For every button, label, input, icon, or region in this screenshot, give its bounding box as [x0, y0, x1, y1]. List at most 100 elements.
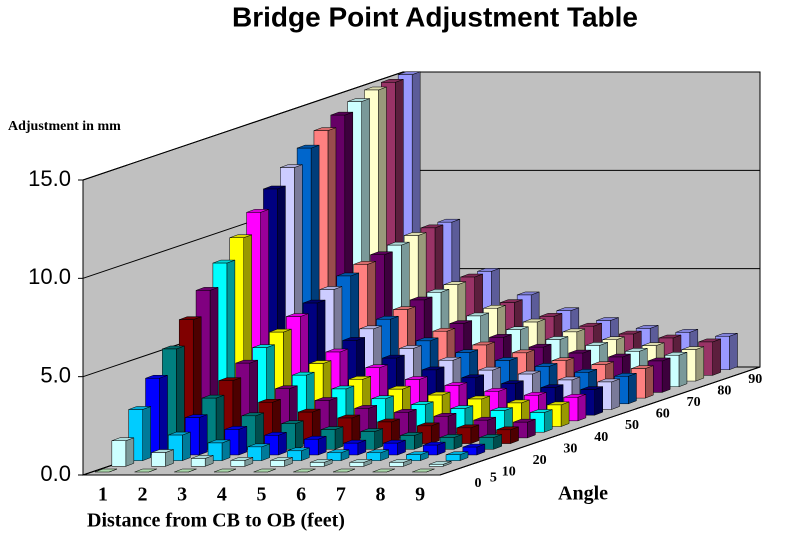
bar — [94, 468, 118, 473]
bar-front — [190, 458, 206, 467]
depth-tick-label: 90 — [748, 372, 762, 387]
bar-top — [253, 468, 276, 473]
bar — [111, 437, 135, 467]
bar-side — [221, 439, 231, 461]
depth-tick-label: 70 — [687, 395, 701, 410]
bar — [293, 468, 316, 473]
bar — [546, 401, 570, 427]
depth-tick-label: 60 — [656, 407, 670, 422]
depth-tick-label: 30 — [563, 441, 577, 456]
bar — [389, 459, 412, 467]
bar — [372, 468, 395, 473]
bar-side — [543, 409, 553, 433]
bar-side — [295, 420, 304, 450]
x-tick-label: 5 — [257, 484, 267, 506]
bar — [412, 468, 435, 473]
bar — [383, 439, 406, 456]
depth-tick-label: 20 — [533, 453, 547, 468]
x-tick-label: 8 — [376, 484, 386, 506]
bar-front — [406, 454, 421, 461]
depth-tick-label: 80 — [717, 383, 731, 398]
bar — [281, 420, 304, 450]
bars — [94, 71, 738, 473]
x-axis-title: Distance from CB to OB (feet) — [87, 510, 345, 532]
bar-side — [391, 418, 400, 444]
bar — [190, 455, 214, 467]
bar — [349, 459, 373, 467]
bar — [309, 459, 333, 467]
bar-front — [383, 442, 398, 456]
bar — [479, 434, 502, 450]
bar-top — [134, 468, 157, 473]
bar-top — [332, 468, 356, 473]
bar-front — [270, 460, 285, 467]
depth-tick-label: 0 — [475, 476, 482, 491]
bar-side — [351, 414, 361, 444]
bar-side — [712, 338, 721, 376]
bar-front — [445, 454, 461, 461]
depth-tick-label: 5 — [490, 470, 497, 485]
bar — [366, 449, 389, 461]
bar-side — [278, 431, 287, 456]
bar-front — [349, 462, 365, 467]
bar-side — [447, 412, 457, 439]
bar — [456, 424, 480, 444]
bar — [230, 457, 254, 467]
y-tick-label: 10.0 — [28, 264, 71, 289]
bar-side — [125, 437, 135, 467]
bar-front — [151, 452, 166, 467]
bar — [134, 468, 157, 473]
bar-side — [238, 426, 248, 456]
bar-top — [372, 468, 395, 473]
bar-side — [198, 414, 208, 456]
depth-tick-label: 50 — [625, 418, 639, 433]
bar-front — [230, 460, 246, 467]
bar-side — [577, 393, 587, 422]
bar-side — [729, 332, 738, 371]
bar-side — [374, 428, 383, 450]
bar-top — [213, 468, 237, 473]
depth-tick-label: 10 — [502, 465, 516, 480]
x-tick-label: 7 — [336, 484, 346, 506]
bar — [303, 435, 327, 456]
x-tick-label: 3 — [177, 484, 187, 506]
y-tick-label: 5.0 — [40, 362, 71, 387]
x-tick-label: 9 — [415, 484, 425, 506]
bar-front — [479, 437, 494, 450]
y-tick-label: 0.0 — [40, 461, 71, 486]
x-tick-label: 4 — [217, 484, 227, 506]
bar — [174, 468, 197, 473]
bar — [128, 406, 151, 461]
bar — [151, 449, 174, 467]
bar-side — [142, 406, 151, 461]
bar — [207, 439, 231, 461]
bar — [406, 451, 429, 461]
bar-side — [430, 422, 440, 444]
bar-front — [326, 452, 342, 461]
bar-side — [594, 386, 604, 416]
bar-front — [389, 462, 404, 467]
bar-top — [412, 468, 435, 473]
bar-side — [645, 365, 654, 399]
bar — [287, 447, 310, 461]
bar — [270, 457, 293, 467]
bar-front — [343, 442, 359, 456]
bar — [326, 449, 350, 461]
y-tick-label: 15.0 — [28, 166, 71, 191]
depth-axis — [439, 366, 761, 476]
bar-side — [560, 401, 570, 427]
bar-side — [678, 351, 688, 388]
depth-axis-title: Angle — [558, 483, 608, 505]
x-tick-label: 1 — [98, 484, 108, 506]
bar — [445, 451, 469, 461]
grid-line — [82, 71, 760, 181]
bar-side — [628, 372, 637, 405]
bar — [422, 441, 446, 456]
bar-side — [182, 431, 191, 461]
bar-front — [309, 462, 325, 467]
bar-front — [422, 444, 438, 456]
bar-front — [462, 446, 478, 456]
bar-front — [366, 452, 381, 461]
